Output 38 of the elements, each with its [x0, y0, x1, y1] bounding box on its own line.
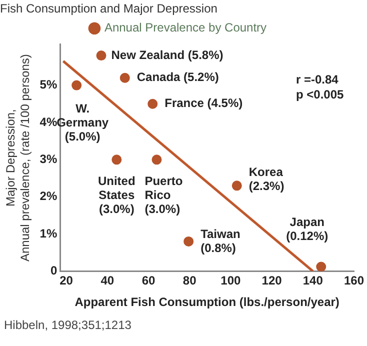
- point: [232, 180, 242, 191]
- point: [120, 72, 130, 83]
- annotation: W. Germany (5.0%): [56, 102, 109, 144]
- point: [148, 98, 158, 109]
- x-tick-label: 40: [100, 274, 114, 288]
- y-axis-title: Major Depression, Annual prevalence, (rate /100 persons): [4, 54, 32, 262]
- annotation: r =-0.84 p <0.005: [296, 72, 344, 102]
- point: [112, 154, 122, 165]
- text: Hibbeln, 1998;351;1213: [4, 318, 132, 332]
- point: [152, 154, 162, 165]
- annotation: Japan (0.12%): [286, 215, 328, 244]
- annotation: United States (3.0%): [98, 174, 136, 216]
- y-tick-label: 4%: [40, 114, 58, 129]
- x-axis-title: Apparent Fish Consumption (lbs./person/year): [74, 295, 340, 310]
- y-tick-label: 1%: [40, 226, 58, 240]
- point: [184, 236, 194, 246]
- annotation: Taiwan (0.8%): [200, 226, 240, 255]
- x-tick-label: 160: [344, 274, 364, 288]
- annotation: Canada (5.2%): [136, 70, 219, 84]
- annotation: France (4.5%): [164, 96, 243, 110]
- legend-label: Annual Prevalence by Country: [104, 20, 267, 35]
- y-tick-label: 0: [50, 264, 58, 278]
- annotation: Puerto Rico (3.0%): [144, 174, 183, 216]
- y-tick-label: 5%: [40, 78, 58, 92]
- x-tick-label: 100: [220, 274, 242, 288]
- x-tick-label: 120: [262, 274, 282, 288]
- point: [316, 262, 326, 272]
- x-tick-label: 20: [60, 274, 74, 288]
- point: [96, 50, 106, 61]
- x-tick-label: 140: [302, 274, 324, 288]
- annotation: New Zealand (5.8%): [111, 48, 224, 62]
- y-tick-label: 3%: [40, 152, 58, 166]
- point: [72, 80, 82, 90]
- x-tick-label: 80: [182, 274, 197, 288]
- y-tick-label: 2%: [40, 189, 58, 204]
- annotation: Korea (2.3%): [248, 165, 284, 193]
- x-tick-label: 60: [142, 274, 156, 288]
- chart-title: Fish Consumption and Major Depression: [0, 2, 218, 16]
